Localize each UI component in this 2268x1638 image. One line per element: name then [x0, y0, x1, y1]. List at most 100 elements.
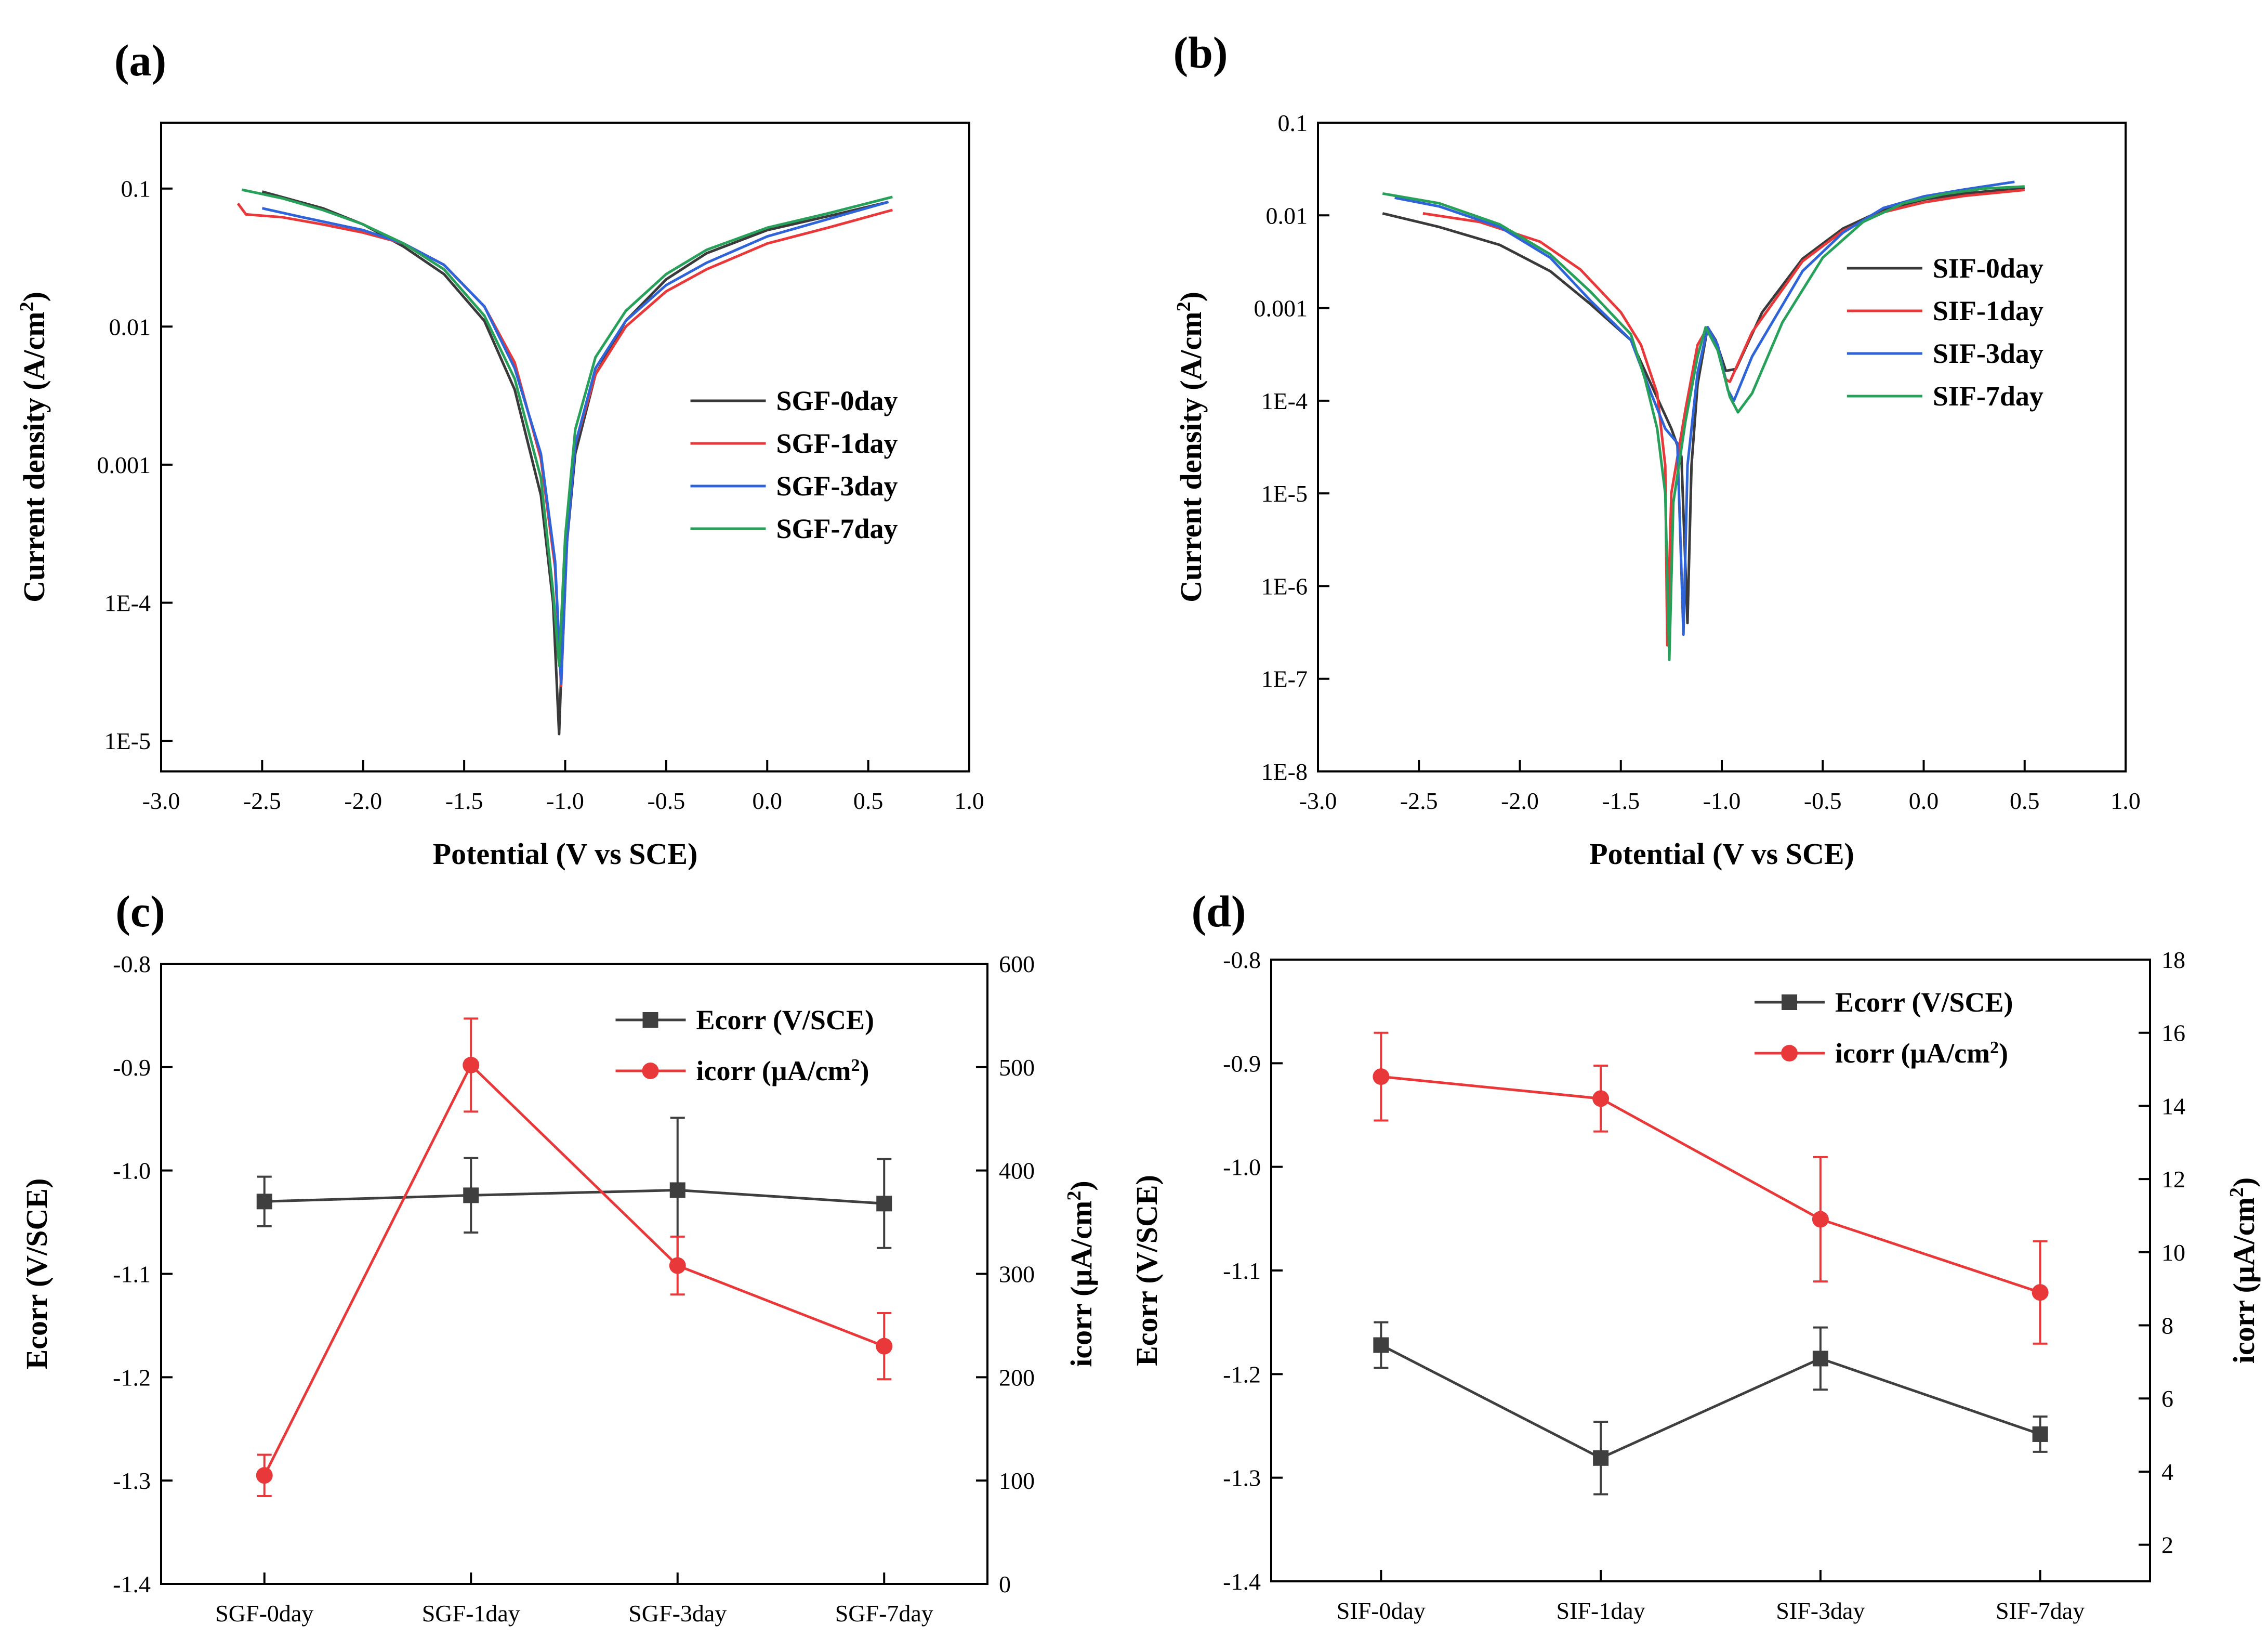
legend-marker [642, 1012, 658, 1028]
x-tick-label: -1.0 [1703, 788, 1741, 814]
y-tick-label: 1E-6 [1261, 573, 1308, 599]
x-tick-label: 0.0 [1909, 788, 1939, 814]
x-tick-label: 0.0 [753, 788, 783, 814]
x-tick-label: 0.5 [2010, 788, 2040, 814]
data-point-square [2032, 1426, 2048, 1442]
chart-a: -3.0 -2.5 -2.0 -1.5 -1.0 -0.5 0.0 0.5 1.0 1E-5 1E-… [16, 122, 984, 871]
y-tick-label: -0.9 [113, 1054, 151, 1081]
series-line-right [1381, 1075, 2041, 1294]
y-tick-label-right: 18 [2161, 947, 2185, 973]
y-tick-label: 0.001 [97, 452, 151, 478]
legend-label: Ecorr (V/SCE) [1835, 987, 2013, 1018]
legend-label: SGF-0day [776, 385, 898, 416]
legend-marker [1781, 1045, 1798, 1062]
y-tick-label: 0.1 [121, 176, 151, 202]
y-tick-label-right: 10 [2161, 1239, 2185, 1266]
data-point-square [1593, 1450, 1609, 1466]
y-tick-label: 0.01 [109, 313, 151, 340]
y-tick-label-right: 6 [2161, 1385, 2173, 1412]
x-tick-label: -2.5 [1400, 788, 1438, 814]
y-tick-label-right: 12 [2161, 1166, 2185, 1193]
chart-d: SIF-0day SIF-1day SIF-3day SIF-7day -1.4 -1.3… [1130, 947, 2261, 1624]
y-tick-label: -1.1 [1223, 1257, 1261, 1284]
x-tick-label: SIF-3day [1776, 1597, 1865, 1624]
y-tick-label-right: 600 [999, 951, 1035, 977]
y-tick-label: -0.9 [1223, 1050, 1261, 1077]
plot-frame [1317, 122, 2127, 772]
x-tick-label: -2.0 [344, 788, 382, 814]
data-point-circle [669, 1257, 686, 1274]
x-axis-title: Potential (V vs SCE) [433, 837, 698, 871]
legend-marker [1782, 994, 1798, 1010]
y-tick-label: 1E-4 [1261, 388, 1308, 414]
y-axis-title: Current density (A/cm2) [16, 292, 51, 602]
legend-label: SGF-7day [776, 513, 898, 544]
legend-label: SGF-1day [776, 428, 898, 459]
legend-label: SGF-3day [776, 470, 898, 502]
y-axis-title: Current density (A/cm2) [1173, 292, 1208, 602]
x-tick-label: SGF-7day [835, 1600, 933, 1627]
data-point-circle [463, 1056, 480, 1073]
x-tick-label: 1.0 [954, 788, 984, 814]
data-point-circle [876, 1338, 893, 1355]
x-tick-label: -0.5 [647, 788, 685, 814]
x-tick-label: 1.0 [2111, 788, 2141, 814]
y-tick-label: -1.0 [1223, 1154, 1261, 1181]
x-tick-label: SGF-1day [422, 1600, 520, 1627]
y-tick-label: -1.4 [1223, 1568, 1261, 1595]
data-point-circle [256, 1467, 273, 1484]
x-tick-label: 0.5 [853, 788, 884, 814]
y-tick-label: 0.1 [1278, 110, 1308, 136]
x-tick-label: SIF-0day [1337, 1597, 1426, 1624]
y-tick-label-right: 2 [2161, 1532, 2173, 1558]
chart-c: SGF-0day SGF-1day SGF-3day SGF-7day -1.4 -1.3… [20, 951, 1098, 1627]
series-line-SGF-0day [261, 190, 889, 736]
y-tick-label: -0.8 [1223, 947, 1261, 973]
y-tick-label-right: 100 [999, 1467, 1035, 1494]
legend-label: icorr (μA/cm2) [696, 1055, 869, 1086]
y-tick-label-right: 500 [999, 1054, 1035, 1081]
y-tick-label: -1.0 [113, 1158, 151, 1184]
y-tick-label: -1.3 [1223, 1465, 1261, 1491]
x-tick-label: SGF-0day [215, 1600, 313, 1627]
x-tick-label: SIF-1day [1557, 1597, 1645, 1624]
y-tick-label: -1.2 [113, 1364, 151, 1391]
data-point-square [256, 1194, 272, 1210]
y-tick-label-right: 16 [2161, 1020, 2185, 1046]
y-tick-label: -1.3 [113, 1467, 151, 1494]
x-tick-label: SIF-7day [1996, 1597, 2085, 1624]
x-tick-label: -1.5 [445, 788, 483, 814]
legend-label: SIF-0day [1933, 253, 2043, 284]
y-tick-label: -0.8 [113, 951, 151, 977]
data-point-circle [1373, 1068, 1390, 1085]
data-point-square [1812, 1351, 1828, 1367]
y-tick-label: 0.001 [1254, 295, 1308, 322]
data-point-square [669, 1182, 685, 1198]
y-tick-label: -1.2 [1223, 1361, 1261, 1387]
legend-label: SIF-3day [1933, 338, 2043, 369]
y-tick-label-right: 400 [999, 1158, 1035, 1184]
legend-label: icorr (μA/cm2) [1835, 1038, 2008, 1069]
plot-frame [1270, 959, 2151, 1582]
data-point-circle [2032, 1284, 2049, 1301]
legend-label: SIF-1day [1933, 295, 2043, 326]
y-tick-label-right: 300 [999, 1261, 1035, 1288]
y-tick-label-right: 200 [999, 1364, 1035, 1391]
y-axis-title-right: icorr (μA/cm2) [1063, 1181, 1098, 1367]
legend-marker [642, 1063, 659, 1079]
series-line-SIF-0day [1382, 186, 2025, 624]
y-tick-label: 1E-5 [1261, 480, 1308, 507]
y-tick-label: 0.01 [1266, 202, 1308, 229]
x-tick-label: -3.0 [142, 788, 180, 814]
panel-label-d: (d) [1191, 886, 1246, 936]
data-point-circle [1592, 1090, 1610, 1107]
panel-label-a: (a) [114, 35, 166, 85]
y-tick-label-right: 4 [2161, 1459, 2173, 1485]
series-line-left [264, 1188, 885, 1205]
x-tick-label: -2.0 [1501, 788, 1539, 814]
y-tick-label-right: 8 [2161, 1313, 2173, 1339]
y-tick-label: 1E-4 [104, 589, 151, 616]
chart-b: -3.0 -2.5 -2.0 -1.5 -1.0 -0.5 0.0 0.5 1.0 1E-8 1E-… [1173, 110, 2141, 871]
panel-label-b: (b) [1173, 28, 1228, 77]
